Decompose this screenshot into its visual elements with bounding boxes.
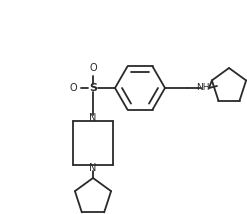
- Text: S: S: [89, 83, 97, 93]
- Text: O: O: [69, 83, 77, 93]
- Text: N: N: [89, 163, 97, 173]
- Text: NH: NH: [196, 83, 210, 92]
- Text: O: O: [89, 63, 97, 73]
- Text: N: N: [89, 113, 97, 123]
